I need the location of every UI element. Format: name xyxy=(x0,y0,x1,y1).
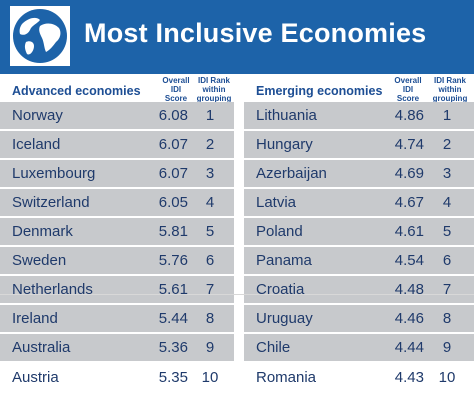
globe-icon xyxy=(10,6,70,66)
advanced-table-header: Advanced economies Overall IDI Score IDI… xyxy=(0,74,234,103)
country-name: Chile xyxy=(256,339,291,356)
idi-score: 4.69 xyxy=(394,165,424,182)
idi-rank: 8 xyxy=(442,310,452,327)
table-row: Latvia 4.67 4 xyxy=(244,189,474,216)
idi-rank: 9 xyxy=(205,339,215,356)
country-name: Denmark xyxy=(12,223,73,240)
table-row: Azerbaijan 4.69 3 xyxy=(244,160,474,187)
country-name: Lithuania xyxy=(256,107,317,124)
idi-rank: 10 xyxy=(201,369,219,386)
emerging-rows: Lithuania 4.86 1 Hungary 4.74 2 Azerbaijan 4.69… xyxy=(244,102,474,393)
idi-score: 4.86 xyxy=(394,107,424,124)
emerging-economies-table: Emerging economies Overall IDI Score IDI… xyxy=(244,74,474,395)
idi-score: 5.76 xyxy=(158,252,188,269)
divider xyxy=(0,294,474,295)
idi-score: 5.35 xyxy=(158,369,188,386)
idi-score: 4.74 xyxy=(394,136,424,153)
emerging-score-header: Overall IDI Score xyxy=(394,76,422,103)
table-row: Romania 4.43 10 xyxy=(244,363,474,393)
country-name: Romania xyxy=(256,369,317,386)
country-name: Croatia xyxy=(256,281,305,298)
table-row: Denmark 5.81 5 xyxy=(0,218,234,245)
country-name: Panama xyxy=(256,252,312,269)
table-row: Luxembourg 6.07 3 xyxy=(0,160,234,187)
emerging-heading: Emerging economies xyxy=(256,84,383,98)
idi-rank: 2 xyxy=(205,136,215,153)
idi-rank: 7 xyxy=(442,281,452,298)
title-banner: Most Inclusive Economies xyxy=(0,0,474,74)
idi-score: 4.43 xyxy=(394,369,424,386)
table-row: Switzerland 6.05 4 xyxy=(0,189,234,216)
idi-rank: 6 xyxy=(442,252,452,269)
table-row: Australia 5.36 9 xyxy=(0,334,234,361)
idi-score: 5.61 xyxy=(158,281,188,298)
country-name: Ireland xyxy=(12,310,58,327)
idi-score: 4.67 xyxy=(394,194,424,211)
idi-rank: 10 xyxy=(438,369,456,386)
emerging-rank-header: IDI Rank within grouping xyxy=(432,76,468,103)
table-row: Iceland 6.07 2 xyxy=(0,131,234,158)
country-name: Uruguay xyxy=(256,310,313,327)
table-row: Croatia 4.48 7 xyxy=(244,276,474,303)
table-row: Hungary 4.74 2 xyxy=(244,131,474,158)
advanced-economies-table: Advanced economies Overall IDI Score IDI… xyxy=(0,74,234,395)
country-name: Latvia xyxy=(256,194,297,211)
page-title: Most Inclusive Economies xyxy=(84,18,427,48)
idi-score: 4.44 xyxy=(394,339,424,356)
idi-rank: 3 xyxy=(442,165,452,182)
country-name: Luxembourg xyxy=(12,165,96,182)
country-name: Iceland xyxy=(12,136,61,153)
country-name: Azerbaijan xyxy=(256,165,327,182)
country-name: Hungary xyxy=(256,136,313,153)
idi-rank: 7 xyxy=(205,281,215,298)
country-name: Austria xyxy=(12,369,59,386)
advanced-score-header: Overall IDI Score xyxy=(162,76,190,103)
idi-score: 5.44 xyxy=(158,310,188,327)
advanced-heading: Advanced economies xyxy=(12,84,141,98)
emerging-table-header: Emerging economies Overall IDI Score IDI… xyxy=(244,74,474,103)
country-name: Australia xyxy=(12,339,71,356)
advanced-rank-header: IDI Rank within grouping xyxy=(196,76,232,103)
idi-score: 4.46 xyxy=(394,310,424,327)
idi-score: 6.07 xyxy=(158,165,188,182)
table-row: Panama 4.54 6 xyxy=(244,247,474,274)
idi-rank: 5 xyxy=(205,223,215,240)
idi-score: 5.36 xyxy=(158,339,188,356)
table-row: Austria 5.35 10 xyxy=(0,363,234,393)
idi-rank: 3 xyxy=(205,165,215,182)
idi-rank: 4 xyxy=(205,194,215,211)
country-name: Switzerland xyxy=(12,194,90,211)
table-row: Netherlands 5.61 7 xyxy=(0,276,234,303)
country-name: Poland xyxy=(256,223,303,240)
table-row: Ireland 5.44 8 xyxy=(0,305,234,332)
idi-rank: 2 xyxy=(442,136,452,153)
idi-score: 4.61 xyxy=(394,223,424,240)
idi-score: 4.54 xyxy=(394,252,424,269)
country-name: Norway xyxy=(12,107,63,124)
advanced-rows: Norway 6.08 1 Iceland 6.07 2 Luxembourg 6.07 3 Sw… xyxy=(0,102,234,393)
table-row: Sweden 5.76 6 xyxy=(0,247,234,274)
table-row: Poland 4.61 5 xyxy=(244,218,474,245)
table-row: Lithuania 4.86 1 xyxy=(244,102,474,129)
idi-rank: 9 xyxy=(442,339,452,356)
idi-rank: 4 xyxy=(442,194,452,211)
idi-score: 6.07 xyxy=(158,136,188,153)
idi-score: 5.81 xyxy=(158,223,188,240)
table-row: Uruguay 4.46 8 xyxy=(244,305,474,332)
idi-rank: 8 xyxy=(205,310,215,327)
idi-rank: 5 xyxy=(442,223,452,240)
country-name: Sweden xyxy=(12,252,67,269)
table-row: Norway 6.08 1 xyxy=(0,102,234,129)
idi-rank: 6 xyxy=(205,252,215,269)
idi-score: 6.08 xyxy=(158,107,188,124)
idi-rank: 1 xyxy=(205,107,215,124)
idi-score: 4.48 xyxy=(394,281,424,298)
country-name: Netherlands xyxy=(12,281,93,298)
idi-score: 6.05 xyxy=(158,194,188,211)
idi-rank: 1 xyxy=(442,107,452,124)
table-row: Chile 4.44 9 xyxy=(244,334,474,361)
